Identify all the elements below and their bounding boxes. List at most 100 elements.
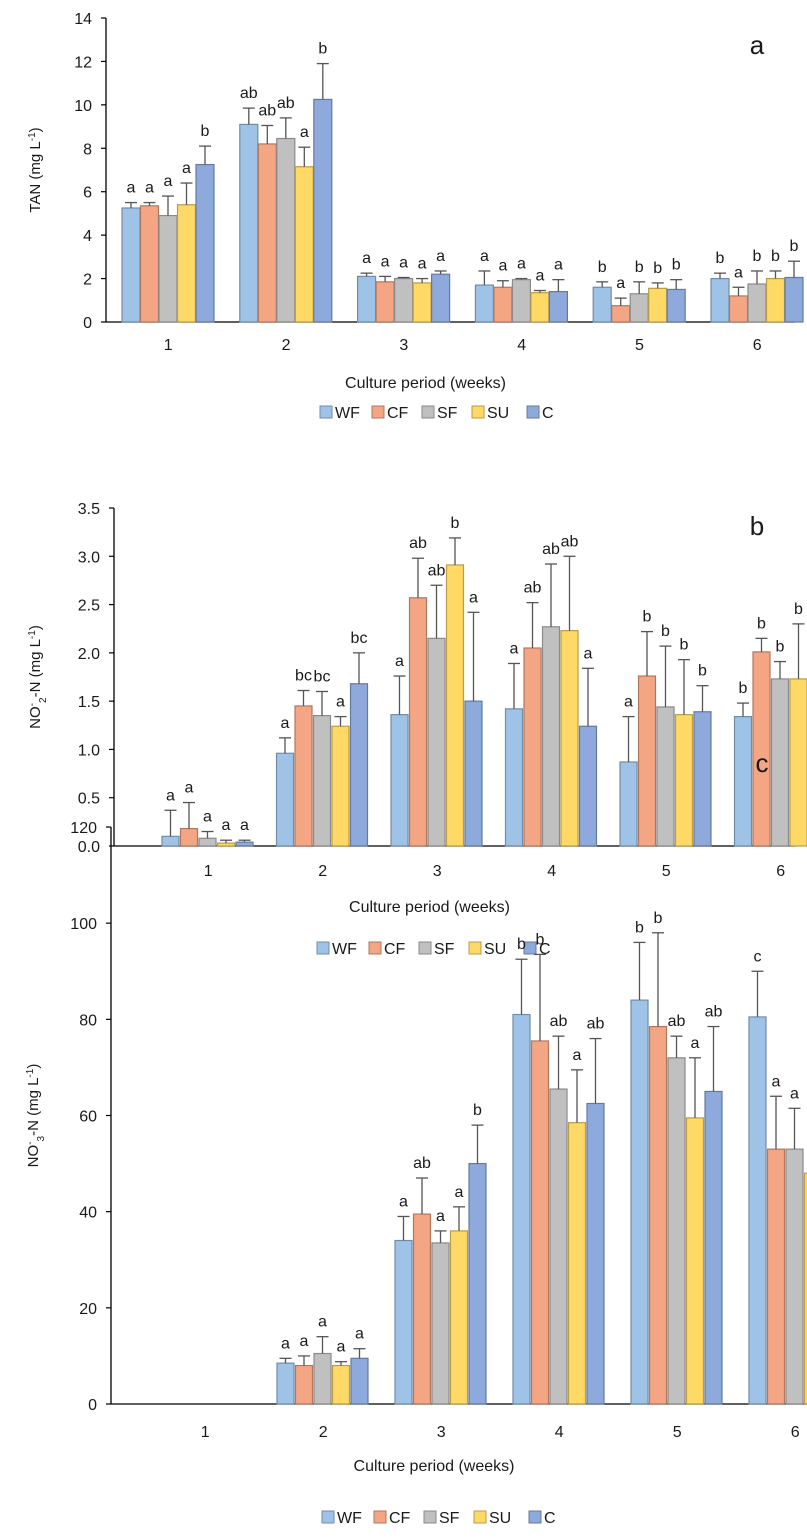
bar-cf [294,705,313,847]
significance-label: a [381,253,390,270]
legend-label-su: SU [487,405,509,422]
bar-wf [592,286,612,323]
x-tick-label: 3 [437,1424,446,1441]
legend-swatch-su [473,1510,487,1524]
significance-label: a [790,1085,799,1102]
significance-label: a [182,160,191,177]
bar-c [586,1102,605,1405]
legend-swatch-wf [319,405,333,419]
x-tick-label: 1 [201,1424,210,1441]
bar-su [331,1364,351,1405]
bar-c [784,276,804,323]
y-tick-label: 120 [70,820,97,837]
significance-label: a [336,694,345,711]
significance-label: ab [409,535,427,552]
significance-label: a [395,653,404,670]
y-tick-label: 2 [83,272,92,289]
significance-label: b [598,259,607,276]
bar-sf [431,1242,450,1405]
significance-label: a [772,1073,781,1090]
bar-cf [139,205,160,323]
legend-label-cf: CF [389,1510,411,1527]
bar-su [216,842,236,847]
legend: WF CF SF SU C [316,941,551,958]
bar-wf [619,761,638,847]
x-tick-label: 2 [319,1424,328,1441]
bar-sf [541,626,561,847]
significance-label: a [691,1035,700,1052]
legend-label-c: C [542,405,554,422]
legend-label-c: C [544,1510,556,1527]
bar-c [704,1090,723,1405]
significance-label: b [201,123,210,140]
y-tick-label: 60 [79,1109,97,1126]
significance-label: a [455,1184,464,1201]
x-tick-label: 4 [517,337,526,354]
bar-wf [276,1362,295,1405]
bar-su [789,678,807,847]
significance-label: ab [524,580,542,597]
y-tick-label: 1.0 [78,742,100,759]
bar-cf [611,305,631,323]
y-tick-label: 8 [83,141,92,158]
bar-wf [275,752,295,847]
legend-swatch-wf [321,1510,335,1524]
y-tick-label: 0 [83,315,92,332]
panel-label: b [750,511,764,541]
y-tick-label: 14 [74,11,92,28]
bar-cf [637,675,657,847]
y-tick-label: 40 [79,1205,97,1222]
significance-label: a [203,809,212,826]
bar-wf [504,708,524,847]
bar-sf [394,277,414,323]
significance-label: b [451,515,460,532]
significance-label: a [127,180,136,197]
x-axis-title: Culture period (weeks) [349,899,510,916]
x-tick-label: 3 [433,863,442,880]
x-tick-label: 6 [753,337,762,354]
chart-panel-b: 0.00.51.01.52.02.53.03.51 2 3 4 5 6aaaaababca… [27,501,807,958]
significance-label: b [698,663,707,680]
y-tick-label: 80 [79,1012,97,1029]
legend-swatch-cf [371,405,385,419]
bar-sf [656,706,675,847]
significance-label: a [399,254,408,271]
bar-su [449,1230,469,1405]
bar-su [765,277,786,323]
y-tick-label: 0 [88,1397,97,1414]
bar-wf [630,999,649,1405]
legend-label-c: C [539,941,551,958]
significance-label: ab [240,85,258,102]
y-axis-title: NO-2-N (mg L-1) [27,625,49,729]
bar-su [648,287,668,323]
significance-label: a [281,715,290,732]
bar-su [176,204,197,323]
bar-c [693,711,712,847]
legend-label-wf: WF [335,405,360,422]
bar-cf [766,1148,786,1405]
significance-label: b [643,609,652,626]
significance-label: b [635,259,644,276]
bar-c [195,163,215,323]
significance-label: b [672,257,681,274]
y-tick-label: 3.0 [78,549,100,566]
x-tick-label: 5 [673,1424,682,1441]
significance-label: ab [561,533,579,550]
bar-wf [474,284,494,323]
legend-label-cf: CF [384,941,406,958]
bar-c [350,1357,369,1405]
significance-label: b [318,41,327,58]
significance-label: b [473,1102,482,1119]
legend-swatch-sf [421,405,435,419]
bar-cf [408,597,428,847]
bar-sf [770,678,790,847]
bar-su [445,564,465,847]
bar-c [464,700,483,847]
significance-label: a [300,1333,309,1350]
bar-cf [648,1025,668,1405]
y-tick-label: 20 [79,1301,97,1318]
bar-cf [179,828,199,847]
bar-sf [198,837,217,847]
significance-label: a [418,256,427,273]
